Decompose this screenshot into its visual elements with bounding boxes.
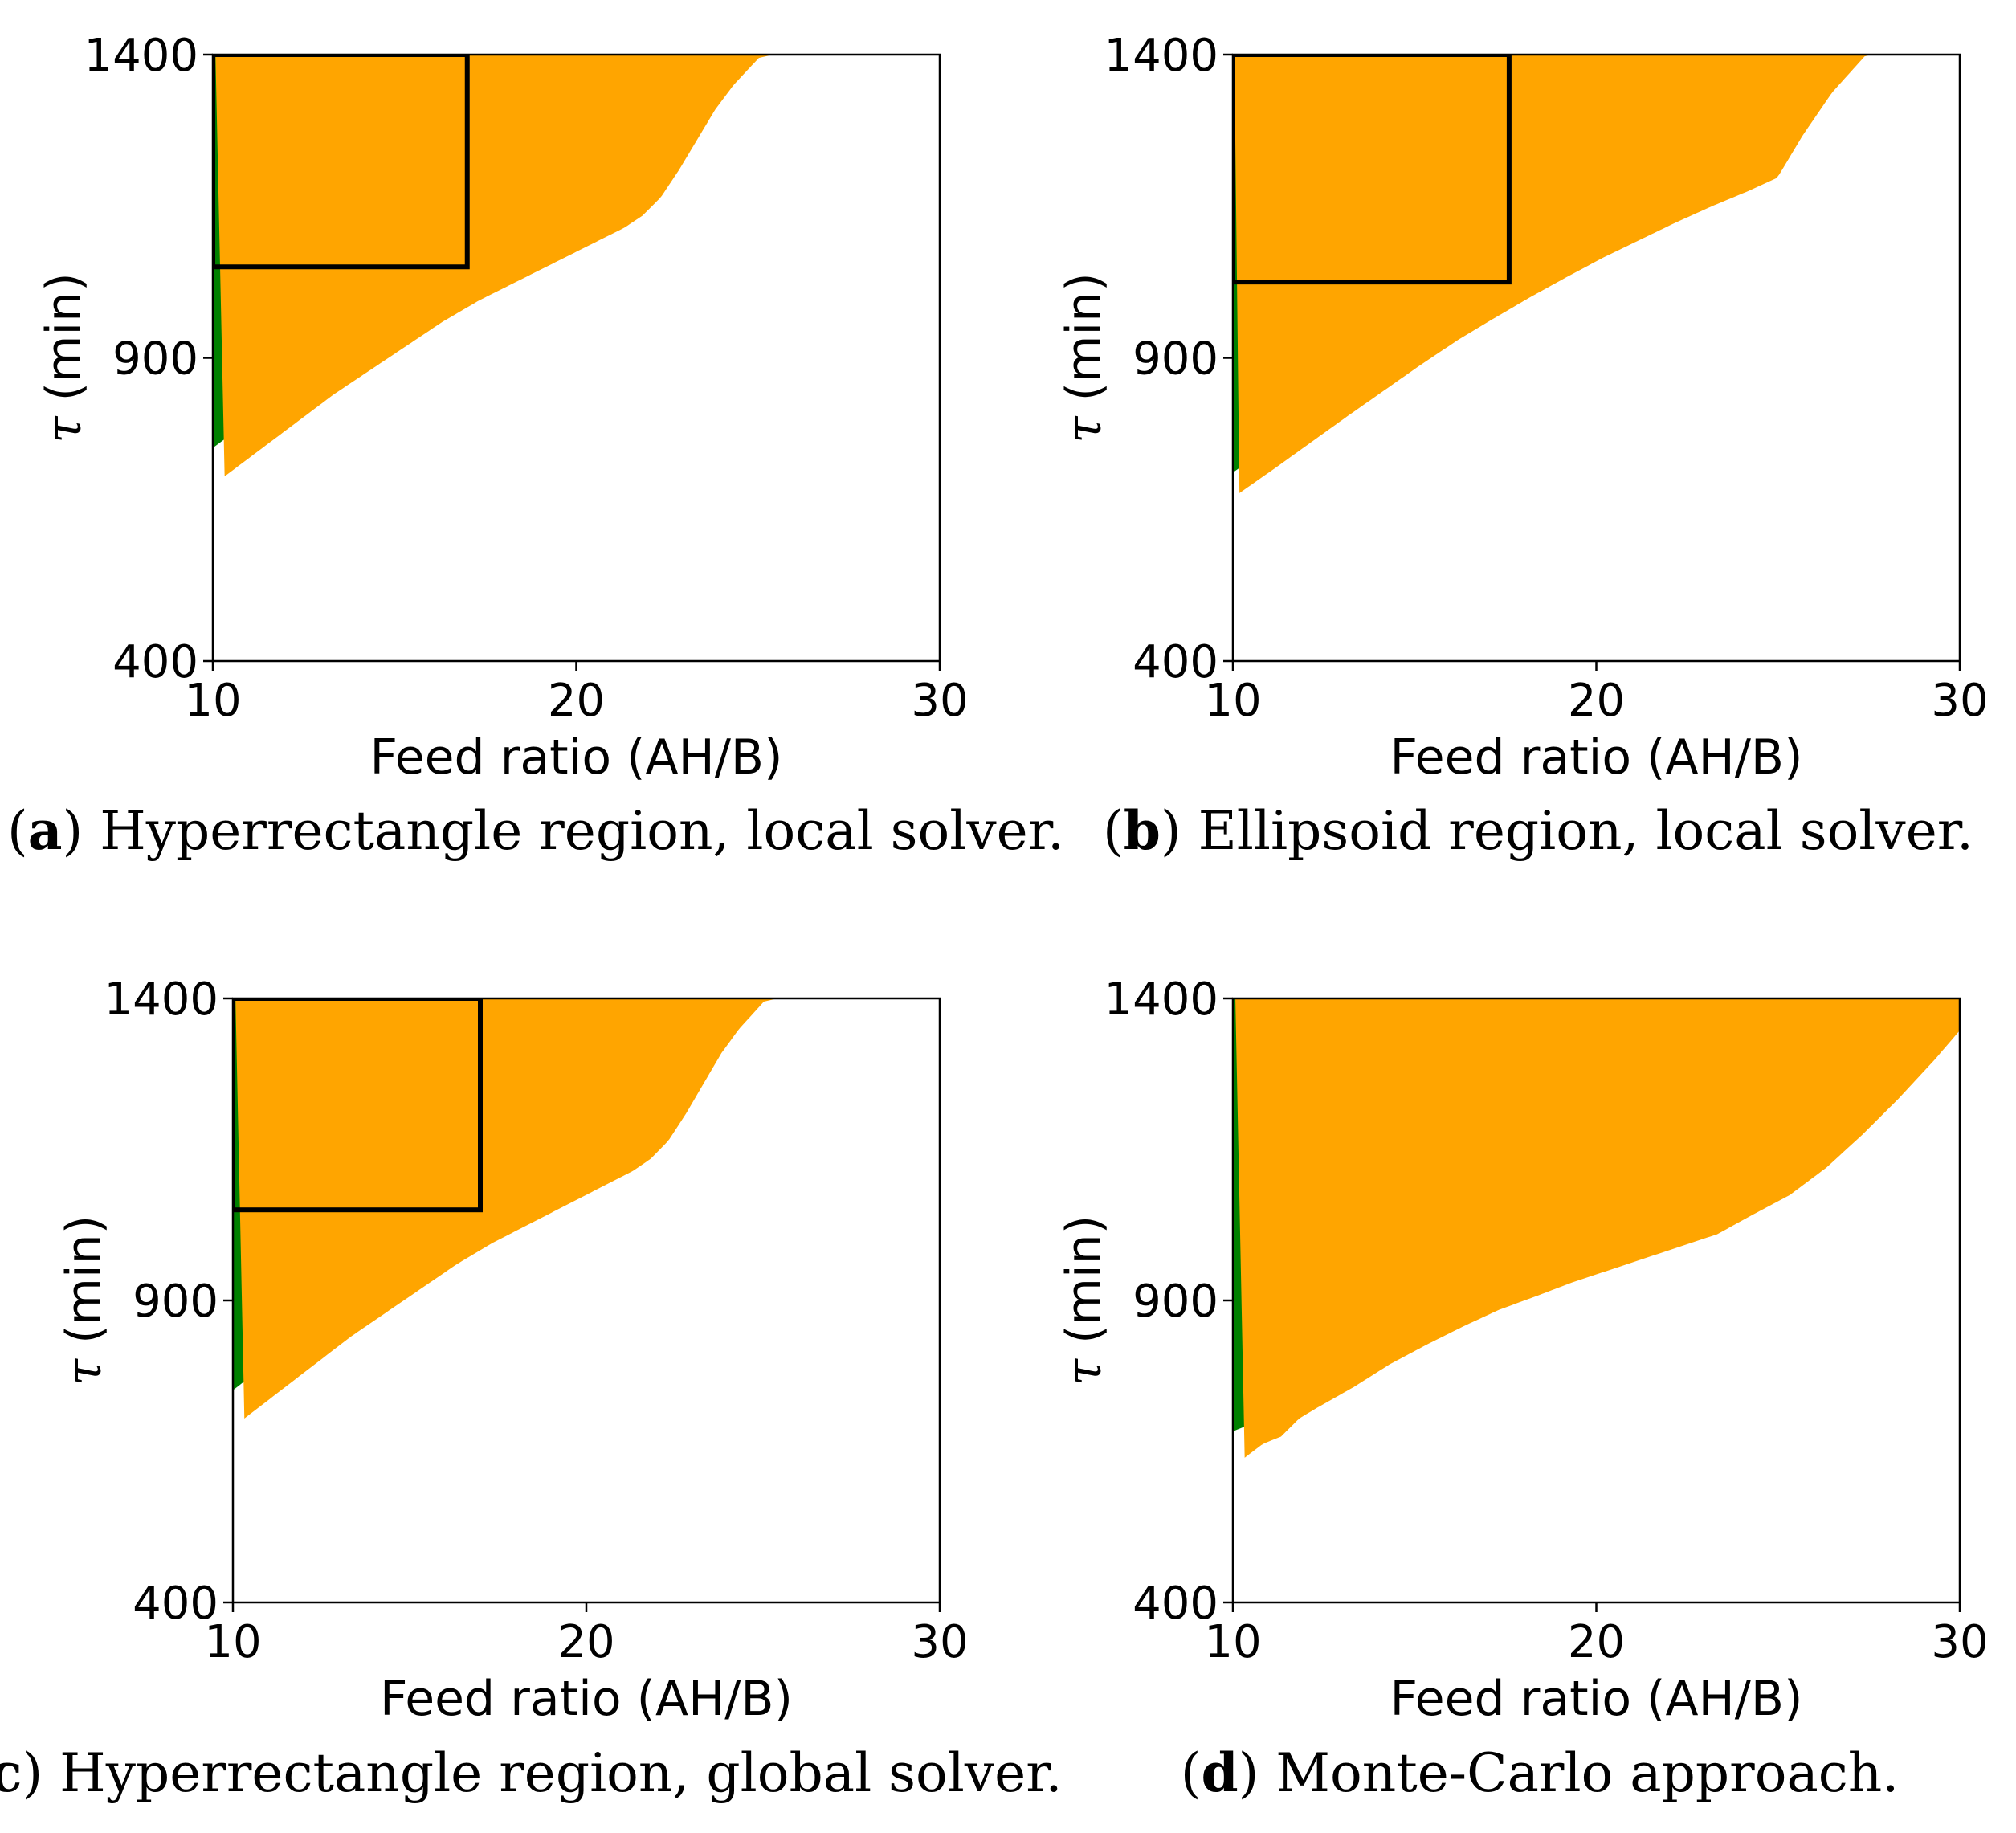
y-axis-unit-c: (min) (56, 1215, 112, 1359)
caption-paren-open: ( (1181, 1742, 1202, 1804)
caption-paren-open: ( (1103, 800, 1124, 862)
caption-text-b: ) Ellipsoid region, local solver. (1161, 800, 1973, 862)
ytick-label-d: 900 (1132, 1276, 1218, 1328)
ytick-label-d: 1400 (1104, 974, 1218, 1026)
panel-b: 10 20 30 400 900 1400 Feed ratio (AH/B) τ (min)… (1056, 30, 1989, 862)
feasible-region-a (215, 55, 773, 477)
feasible-region-d (1235, 998, 1960, 1458)
x-axis-label-d: Feed ratio (AH/B) (1390, 1671, 1803, 1727)
ytick-label-b: 1400 (1104, 30, 1218, 82)
xtick-label-b: 30 (1931, 675, 1988, 727)
xtick-label-d: 10 (1204, 1616, 1261, 1668)
caption-letter-b: b (1124, 799, 1161, 862)
caption-b: (b) Ellipsoid region, local solver. (1103, 799, 1973, 862)
xtick-label-d: 30 (1931, 1616, 1988, 1668)
x-axis-label-a: Feed ratio (AH/B) (370, 729, 783, 786)
caption-letter-d: d (1202, 1741, 1239, 1804)
xtick-label-c: 10 (204, 1616, 261, 1668)
plot-area-a (213, 55, 773, 477)
xtick-label-c: 20 (557, 1616, 614, 1668)
y-axis-symbol-c: τ (56, 1358, 112, 1386)
design-region-rect-b (1233, 55, 1512, 285)
ytick-label-c: 400 (133, 1578, 218, 1630)
caption-paren-open: ( (7, 800, 28, 862)
plot-area-c (233, 998, 778, 1419)
y-axis-unit-a: (min) (36, 272, 92, 416)
y-axis-label-c: τ (min) (56, 1215, 112, 1386)
x-axis-label-c: Feed ratio (AH/B) (380, 1671, 793, 1727)
ytick-label-b: 400 (1132, 636, 1218, 688)
plot-area-b (1233, 55, 1871, 493)
y-axis-symbol-a: τ (36, 416, 92, 443)
caption-d: (d) Monte-Carlo approach. (1181, 1741, 1900, 1804)
caption-letter-c: c (0, 1741, 22, 1804)
y-axis-unit-d: (min) (1056, 1215, 1112, 1359)
xtick-label-b: 20 (1568, 675, 1625, 727)
y-axis-symbol-b: τ (1056, 416, 1112, 443)
xtick-label-b: 10 (1204, 675, 1261, 727)
x-axis-label-b: Feed ratio (AH/B) (1390, 729, 1803, 786)
y-axis-unit-b: (min) (1056, 272, 1112, 416)
y-axis-symbol-d: τ (1056, 1358, 1112, 1386)
ytick-label-b: 900 (1132, 333, 1218, 386)
plot-area-d (1233, 998, 1960, 1458)
feasible-region-b (1234, 55, 1871, 493)
caption-text-d: ) Monte-Carlo approach. (1239, 1742, 1900, 1804)
panel-c: 10 20 30 400 900 1400 Feed ratio (AH/B) τ (min)… (0, 974, 1063, 1804)
xtick-label-c: 30 (911, 1616, 968, 1668)
ytick-label-a: 900 (112, 333, 198, 386)
design-region-rect-a (213, 55, 470, 270)
caption-c: (c) Hyperrectangle region, global solver… (0, 1741, 1063, 1804)
xtick-label-d: 20 (1568, 1616, 1625, 1668)
y-axis-label-d: τ (min) (1056, 1215, 1112, 1386)
y-axis-label-a: τ (min) (36, 272, 92, 443)
caption-text-a: ) Hyperrectangle region, local solver. (62, 800, 1064, 862)
panel-a: 10 20 30 400 900 1400 Feed ratio (AH/B) τ (min)… (7, 30, 1064, 862)
caption-a: (a) Hyperrectangle region, local solver. (7, 799, 1064, 862)
ytick-label-c: 1400 (104, 974, 218, 1026)
ytick-label-a: 1400 (84, 30, 198, 82)
xtick-label-a: 30 (911, 675, 968, 727)
ytick-label-d: 400 (1132, 1578, 1218, 1630)
xtick-label-a: 20 (548, 675, 605, 727)
design-region-rect-c (233, 998, 483, 1213)
panel-d: 10 20 30 400 900 1400 Feed ratio (AH/B) τ (min)… (1056, 974, 1989, 1804)
caption-text-c: ) Hyperrectangle region, global solver. (22, 1742, 1062, 1804)
xtick-label-a: 10 (184, 675, 241, 727)
feasible-region-c (235, 998, 778, 1419)
ytick-label-a: 400 (112, 636, 198, 688)
ytick-label-c: 900 (133, 1276, 218, 1328)
caption-letter-a: a (28, 799, 63, 862)
y-axis-label-b: τ (min) (1056, 272, 1112, 443)
